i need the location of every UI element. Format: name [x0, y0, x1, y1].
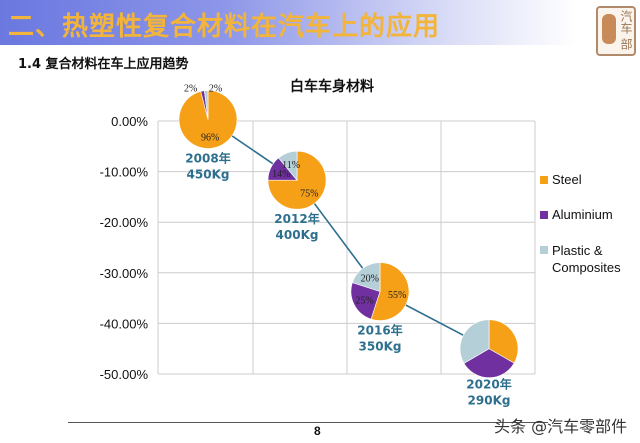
pie-data-label: 14%: [272, 169, 290, 180]
pie-slice-aluminium: [463, 348, 515, 378]
y-tick-label: 0.00%: [111, 114, 148, 129]
pie-data-label: 75%: [300, 189, 318, 200]
pie-data-label: 2%: [209, 83, 222, 94]
legend-swatch-plastic: [540, 246, 548, 254]
pie-weight-label: 450Kg: [187, 167, 230, 181]
page-number: 8: [314, 424, 321, 438]
pie-data-label: 2%: [184, 83, 197, 94]
pie-data-label: 20%: [361, 273, 379, 284]
slide-title: 二、热塑性复合材料在汽车上的应用: [8, 12, 441, 42]
logo-seal: 汽车 部: [596, 6, 636, 56]
legend-label: Plastic & Composites: [552, 243, 621, 275]
pie-data-label: 11%: [282, 160, 300, 171]
pie-year-label: 2012年: [274, 211, 319, 226]
pie-year-label: 2008年: [185, 150, 230, 165]
pie-weight-label: 290Kg: [468, 394, 511, 408]
slide-header: 二、热塑性复合材料在汽车上的应用: [0, 0, 640, 45]
legend-item-plastic: Plastic & Composites: [540, 242, 640, 276]
trend-line: [207, 118, 490, 350]
pie-slice-aluminium: [350, 282, 381, 320]
pie-weight-label: 350Kg: [359, 340, 402, 354]
y-tick-label: -10.00%: [100, 165, 149, 180]
pie-slice-plastic: [278, 150, 298, 182]
legend-swatch-steel: [540, 176, 548, 184]
watermark: 头条 @汽车零部件: [494, 417, 628, 436]
legend-label: Aluminium: [552, 207, 613, 222]
pie-slice-plastic: [352, 262, 381, 292]
pie-slice-plastic: [204, 90, 209, 120]
pie-data-label: 96%: [201, 133, 219, 144]
pie-slice-steel: [267, 150, 327, 210]
pie-slice-plastic: [459, 319, 490, 364]
legend-item-steel: Steel: [540, 172, 582, 187]
legend-label: Steel: [552, 172, 582, 187]
pie-slice-steel: [370, 262, 410, 321]
pie-slice-steel: [488, 319, 519, 364]
pie-data-label: 25%: [355, 295, 373, 306]
seal-mark: [602, 14, 616, 44]
legend-item-aluminium: Aluminium: [540, 207, 613, 222]
pie-year-label: 2016年: [357, 323, 402, 338]
y-tick-label: -50.00%: [100, 367, 149, 382]
pie-data-label: 55%: [388, 290, 406, 301]
y-tick-label: -40.00%: [100, 316, 149, 331]
pie-weight-label: 400Kg: [276, 228, 319, 242]
seal-text: 汽车 部: [619, 10, 633, 50]
legend-swatch-aluminium: [540, 211, 548, 219]
pie-year-label: 2020年: [466, 377, 511, 392]
y-tick-label: -20.00%: [100, 215, 149, 230]
section-subtitle: 1.4 复合材料在车上应用趋势: [18, 57, 189, 72]
chart-title: 白车车身材料: [290, 79, 374, 95]
y-tick-label: -30.00%: [100, 266, 149, 281]
footer-divider: [68, 422, 548, 423]
